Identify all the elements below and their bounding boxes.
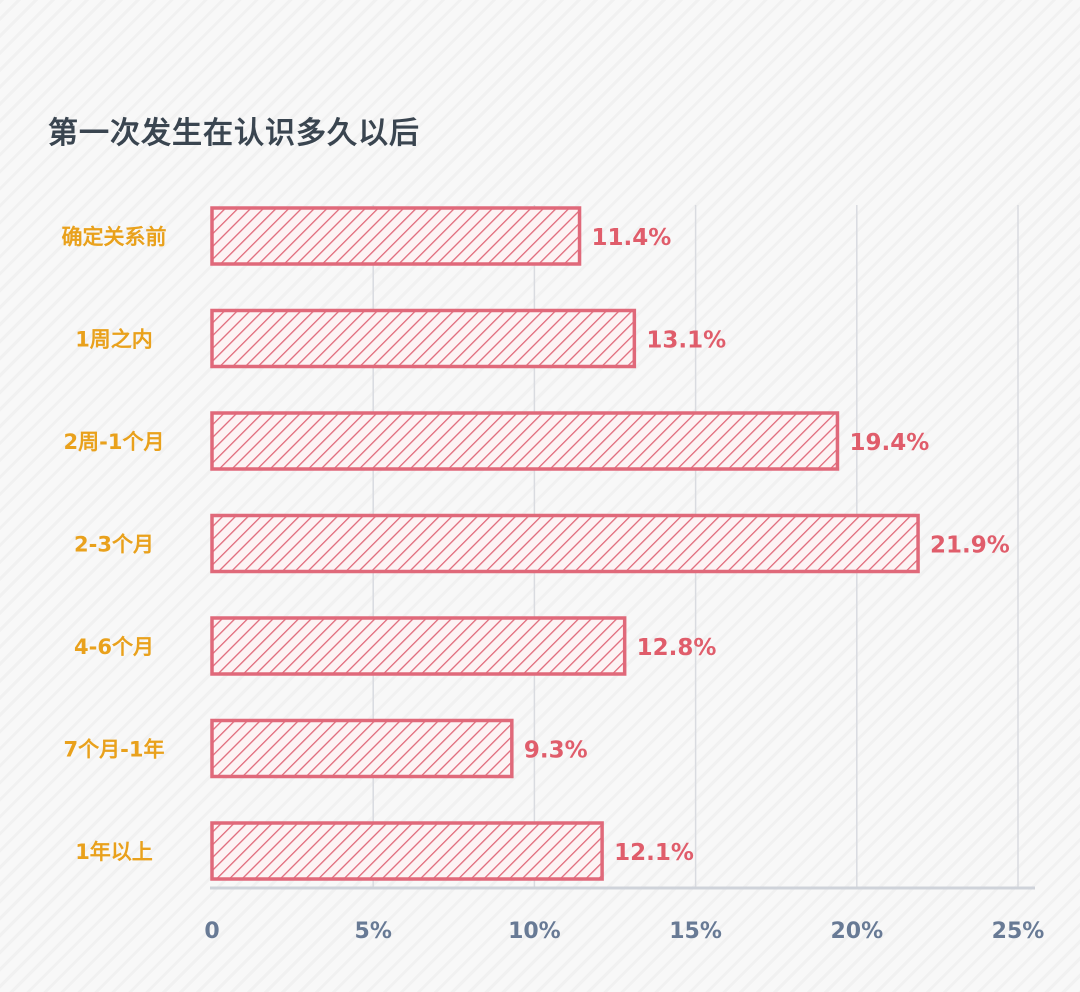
- x-tick-label: 15%: [669, 919, 722, 944]
- x-tick-label: 20%: [830, 919, 883, 944]
- category-label: 7个月-1年: [64, 738, 165, 762]
- bar-5: [210, 616, 627, 676]
- category-label: 1年以上: [75, 840, 153, 864]
- value-label: 21.9%: [930, 533, 1010, 559]
- bar-7: [210, 821, 604, 881]
- value-label: 12.8%: [637, 635, 717, 661]
- x-tick-label: 5%: [355, 919, 392, 944]
- bar-6: [210, 718, 514, 779]
- bars: [210, 206, 920, 881]
- value-label: 11.4%: [592, 225, 672, 251]
- bar-4: [210, 513, 920, 574]
- x-tick-label: 25%: [992, 919, 1045, 944]
- category-label: 2-3个月: [74, 533, 154, 557]
- bar-1: [210, 206, 582, 266]
- category-label: 确定关系前: [62, 225, 167, 249]
- value-label: 19.4%: [849, 430, 929, 456]
- category-label: 1周之内: [75, 328, 153, 352]
- x-tick-label: 0: [204, 919, 219, 944]
- category-label: 4-6个月: [74, 635, 154, 659]
- value-label: 9.3%: [524, 738, 588, 764]
- chart-title: 第一次发生在认识多久以后: [48, 116, 420, 151]
- category-label: 2周-1个月: [64, 430, 165, 454]
- x-tick-label: 10%: [508, 919, 561, 944]
- value-label: 13.1%: [646, 328, 726, 354]
- labels: 0 5% 10% 15% 20% 25% 确定关系前 11.4% 1周之内 13.1% 2周-1个月…: [62, 225, 1045, 944]
- bar-2: [210, 308, 637, 369]
- value-label: 12.1%: [614, 840, 694, 866]
- bar-3: [210, 411, 840, 471]
